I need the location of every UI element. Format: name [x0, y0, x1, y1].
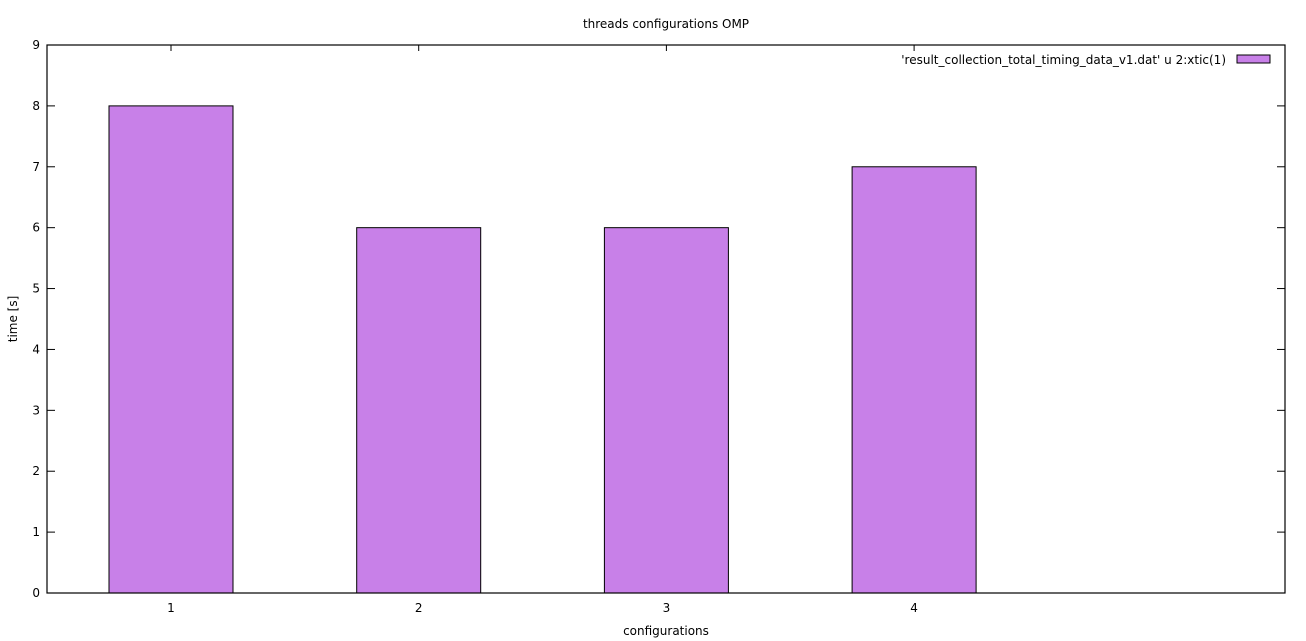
x-tick-label: 2	[415, 601, 423, 615]
legend-swatch	[1236, 54, 1271, 64]
legend: 'result_collection_total_timing_data_v1.…	[901, 53, 1271, 67]
y-tick-label: 0	[32, 586, 40, 600]
x-tick-label: 3	[663, 601, 671, 615]
x-tick-label: 4	[910, 601, 918, 615]
y-tick-label: 3	[32, 403, 40, 417]
bars	[108, 105, 977, 594]
chart-title: threads configurations OMP	[583, 17, 749, 31]
bar	[851, 166, 977, 594]
x-tick-label: 1	[167, 601, 175, 615]
y-tick-label: 4	[32, 342, 40, 356]
y-tick-label: 6	[32, 221, 40, 235]
y-tick-label: 7	[32, 160, 40, 174]
y-tick-label: 5	[32, 282, 40, 296]
y-axis-label: time [s]	[6, 296, 20, 343]
x-axis-ticks: 1 2 3 4	[167, 45, 918, 615]
legend-label: 'result_collection_total_timing_data_v1.…	[901, 53, 1226, 67]
bar	[603, 227, 729, 594]
x-axis-label: configurations	[623, 624, 709, 638]
bar	[108, 105, 234, 594]
y-tick-label: 9	[32, 38, 40, 52]
bar	[356, 227, 482, 594]
y-tick-label: 8	[32, 99, 40, 113]
y-tick-label: 2	[32, 464, 40, 478]
y-tick-label: 1	[32, 525, 40, 539]
plot-frame	[46, 44, 1286, 594]
